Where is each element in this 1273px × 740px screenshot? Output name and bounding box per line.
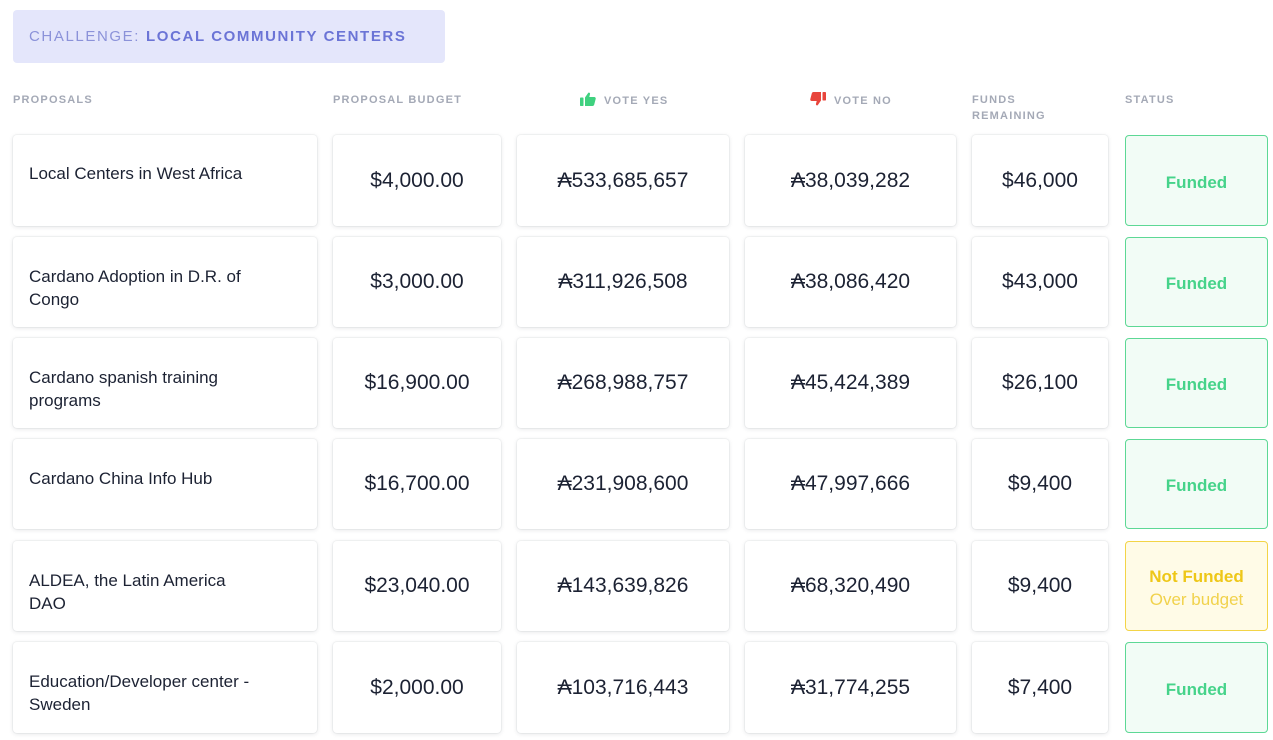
- status-badge: Not Funded Over budget: [1125, 541, 1268, 631]
- funds-remaining-value: $46,000: [1002, 168, 1078, 192]
- vote-no-value: ₳38,039,282: [790, 168, 911, 192]
- status-label: Funded: [1165, 375, 1228, 394]
- status-badge: Funded: [1125, 439, 1268, 529]
- column-header-status: STATUS: [1125, 94, 1175, 106]
- proposal-name: Cardano Adoption in D.R. of Congo: [29, 267, 241, 309]
- proposal-budget: $16,900.00: [364, 371, 470, 394]
- vote-yes-value: ₳143,639,826: [557, 574, 689, 597]
- proposal-budget: $4,000.00: [370, 168, 464, 192]
- status-badge: Funded: [1125, 642, 1268, 733]
- vote-no-card: ₳68,320,490: [745, 541, 956, 631]
- funds-remaining-value: $9,400: [1007, 574, 1073, 597]
- column-header-funds-remaining: FUNDS REMAINING: [972, 92, 1046, 124]
- status-badge: Funded: [1125, 338, 1268, 428]
- status-badge: Funded: [1125, 237, 1268, 327]
- proposal-budget-card: $16,700.00: [333, 439, 501, 529]
- vote-yes-value: ₳311,926,508: [558, 270, 688, 293]
- vote-no-card: ₳45,424,389: [745, 338, 956, 428]
- funds-remaining-card: $46,000: [972, 135, 1108, 226]
- proposal-budget-card: $16,900.00: [333, 338, 501, 428]
- funds-remaining-value: $43,000: [1002, 270, 1078, 293]
- thumbs-up-icon: [580, 92, 596, 106]
- vote-yes-value: ₳103,716,443: [557, 675, 689, 699]
- proposal-name-card[interactable]: ALDEA, the Latin America DAO: [13, 541, 317, 631]
- vote-no-card: ₳38,086,420: [745, 237, 956, 327]
- vote-yes-card: ₳143,639,826: [517, 541, 729, 631]
- proposal-name: Cardano spanish training programs: [29, 368, 219, 410]
- status-label: Not Funded: [1149, 567, 1244, 586]
- proposal-budget-card: $3,000.00: [333, 237, 501, 327]
- challenge-prefix: CHALLENGE:: [29, 28, 141, 45]
- status-label: Funded: [1165, 679, 1228, 699]
- vote-no-value: ₳31,774,255: [790, 675, 911, 699]
- funds-remaining-card: $26,100: [972, 338, 1108, 428]
- challenge-banner: CHALLENGE: LOCAL COMMUNITY CENTERS: [13, 10, 445, 63]
- vote-yes-card: ₳268,988,757: [517, 338, 729, 428]
- funds-remaining-card: $43,000: [972, 237, 1108, 327]
- status-sublabel: Over budget: [1149, 590, 1244, 609]
- vote-no-value: ₳45,424,389: [790, 371, 911, 394]
- vote-no-card: ₳31,774,255: [745, 642, 956, 733]
- funds-remaining-card: $9,400: [972, 439, 1108, 529]
- vote-no-card: ₳38,039,282: [745, 135, 956, 226]
- vote-yes-card: ₳533,685,657: [517, 135, 729, 226]
- column-header-proposals: PROPOSALS: [13, 94, 93, 106]
- column-header-vote-yes: VOTE YES: [580, 92, 668, 109]
- funds-remaining-card: $7,400: [972, 642, 1108, 733]
- vote-yes-value: ₳268,988,757: [557, 371, 689, 394]
- vote-yes-card: ₳311,926,508: [517, 237, 729, 327]
- vote-no-value: ₳38,086,420: [790, 270, 911, 293]
- proposal-budget: $23,040.00: [364, 574, 470, 597]
- funds-remaining-card: $9,400: [972, 541, 1108, 631]
- vote-yes-card: ₳103,716,443: [517, 642, 729, 733]
- proposal-budget: $16,700.00: [364, 472, 470, 495]
- funds-remaining-value: $26,100: [1002, 371, 1078, 394]
- proposal-name-card[interactable]: Local Centers in West Africa: [13, 135, 317, 226]
- funds-remaining-line1: FUNDS: [972, 94, 1016, 106]
- funds-remaining-line2: REMAINING: [972, 110, 1046, 122]
- proposal-name: Local Centers in West Africa: [29, 164, 243, 183]
- vote-no-card: ₳47,997,666: [745, 439, 956, 529]
- proposal-name-card[interactable]: Cardano China Info Hub: [13, 439, 317, 529]
- proposal-name-card[interactable]: Cardano spanish training programs: [13, 338, 317, 428]
- proposal-name: Education/Developer center - Sweden: [29, 672, 250, 714]
- status-badge: Funded: [1125, 135, 1268, 226]
- status-label: Funded: [1165, 274, 1228, 293]
- vote-yes-label: VOTE YES: [604, 95, 669, 107]
- status-label: Funded: [1165, 476, 1228, 495]
- funds-remaining-value: $9,400: [1007, 472, 1073, 495]
- proposal-budget: $3,000.00: [370, 270, 464, 293]
- proposal-name-card[interactable]: Cardano Adoption in D.R. of Congo: [13, 237, 317, 327]
- proposal-budget-card: $23,040.00: [333, 541, 501, 631]
- challenge-name: LOCAL COMMUNITY CENTERS: [146, 28, 407, 45]
- thumbs-down-icon: [810, 92, 826, 106]
- vote-no-value: ₳68,320,490: [790, 574, 911, 597]
- vote-yes-card: ₳231,908,600: [517, 439, 729, 529]
- vote-yes-value: ₳533,685,657: [557, 168, 689, 192]
- proposal-name: ALDEA, the Latin America DAO: [29, 571, 226, 613]
- vote-no-value: ₳47,997,666: [790, 472, 911, 495]
- proposal-name-card[interactable]: Education/Developer center - Sweden: [13, 642, 317, 733]
- vote-yes-value: ₳231,908,600: [557, 472, 689, 495]
- vote-no-label: VOTE NO: [834, 95, 892, 107]
- funds-remaining-value: $7,400: [1007, 675, 1073, 699]
- column-header-vote-no: VOTE NO: [810, 92, 892, 109]
- status-label: Funded: [1165, 172, 1228, 192]
- proposal-budget-card: $4,000.00: [333, 135, 501, 226]
- column-header-budget: PROPOSAL BUDGET: [333, 94, 463, 106]
- proposal-budget: $2,000.00: [370, 675, 464, 699]
- proposal-budget-card: $2,000.00: [333, 642, 501, 733]
- proposal-name: Cardano China Info Hub: [29, 469, 213, 488]
